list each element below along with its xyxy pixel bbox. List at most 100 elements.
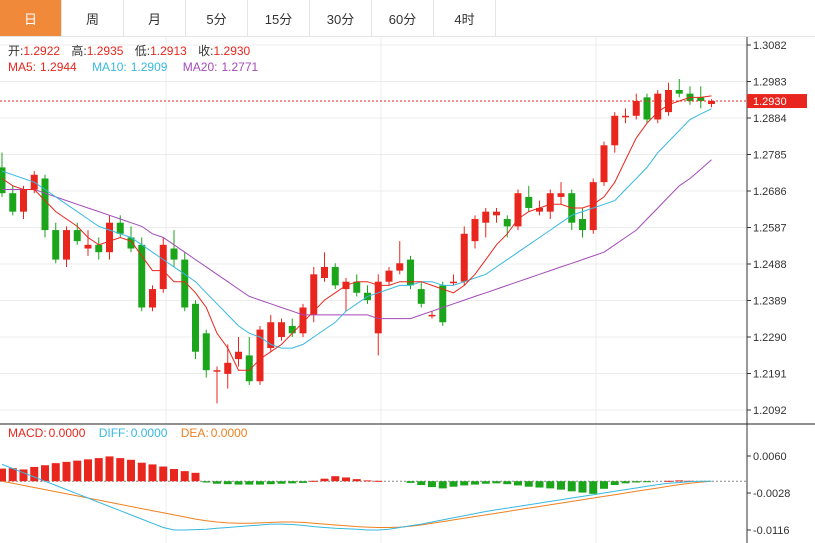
moving-average-lines bbox=[1, 95, 712, 371]
macd-bar bbox=[41, 465, 49, 482]
candle-body bbox=[428, 314, 436, 317]
ma10-value: 1.2909 bbox=[131, 60, 168, 74]
candle-body bbox=[213, 370, 221, 372]
candle-body bbox=[589, 182, 597, 231]
macd-bar bbox=[331, 476, 340, 482]
macd-bar bbox=[449, 481, 458, 487]
candle-body bbox=[697, 97, 705, 102]
svg-text:开:1.2922 高:1.2935: 开:1.2922 高:1.2935 低:1.2913 收:1.2930 bbox=[8, 43, 251, 58]
high-label: 高: bbox=[71, 43, 86, 58]
candle-body bbox=[331, 266, 339, 286]
candle-body bbox=[632, 101, 640, 116]
ma5-value: 1.2944 bbox=[40, 60, 77, 74]
candle-body bbox=[288, 325, 296, 334]
candle-body bbox=[84, 244, 92, 249]
candle-body bbox=[256, 329, 264, 382]
price-axis: 1.3082 1.2983 1.2884 1.2785 1.2686 1.2587 1.24… bbox=[746, 37, 787, 543]
ma5-label: MA5: bbox=[8, 60, 36, 74]
candle-body bbox=[52, 230, 60, 260]
macd-bar bbox=[51, 463, 60, 482]
macd-bar bbox=[621, 481, 630, 484]
price-tick-label: 1.2884 bbox=[753, 113, 787, 125]
candle-body bbox=[396, 263, 404, 271]
tab-15min[interactable]: 15分 bbox=[248, 0, 310, 36]
candle-body bbox=[159, 244, 167, 290]
macd-bar bbox=[471, 481, 479, 485]
macd-bar bbox=[62, 461, 71, 482]
price-chart[interactable]: 1.3082 1.2983 1.2884 1.2785 1.2686 1.2587 1.24… bbox=[0, 37, 815, 543]
candle-body bbox=[536, 207, 543, 212]
macd-bar bbox=[180, 471, 189, 482]
candle-body bbox=[20, 189, 27, 212]
macd-bar bbox=[417, 481, 426, 486]
candle-body bbox=[385, 270, 393, 282]
candle-body bbox=[9, 193, 17, 212]
candle-body bbox=[170, 248, 178, 260]
macd-bar bbox=[600, 481, 608, 489]
macd-bar bbox=[352, 479, 361, 482]
last-price-box bbox=[747, 94, 807, 109]
tab-month[interactable]: 月 bbox=[124, 0, 186, 36]
dea-value: 0.0000 bbox=[211, 426, 248, 440]
candle-body bbox=[450, 281, 457, 284]
ma10-line bbox=[1, 108, 712, 349]
candlestick-series bbox=[0, 78, 715, 404]
tab-4hour[interactable]: 4时 bbox=[434, 0, 496, 36]
tab-30min[interactable]: 30分 bbox=[310, 0, 372, 36]
candle-body bbox=[525, 196, 533, 208]
tab-day[interactable]: 日 bbox=[0, 0, 62, 36]
macd-bar bbox=[492, 481, 501, 484]
candle-body bbox=[460, 233, 468, 282]
candle-body bbox=[95, 244, 103, 253]
candle-body bbox=[321, 266, 328, 279]
diff-line bbox=[1, 463, 712, 531]
candle-body bbox=[299, 307, 307, 334]
macd-bar bbox=[127, 459, 135, 482]
open-value: 1.2922 bbox=[23, 44, 60, 58]
ohlc-header: 开:1.2922 高:1.2935 低:1.2913 收:1.2930 MA5:… bbox=[8, 43, 259, 74]
macd-bar bbox=[632, 481, 641, 483]
macd-bar bbox=[342, 477, 350, 482]
dea-line bbox=[1, 480, 712, 528]
candle-body bbox=[235, 351, 242, 360]
macd-bar bbox=[299, 481, 307, 483]
candle-body bbox=[116, 222, 124, 234]
tab-week[interactable]: 周 bbox=[62, 0, 124, 36]
tab-60min[interactable]: 60分 bbox=[372, 0, 434, 36]
tab-5min[interactable]: 5分 bbox=[186, 0, 248, 36]
macd-bar bbox=[546, 481, 555, 489]
macd-bar bbox=[643, 481, 651, 483]
candle-body bbox=[471, 219, 479, 242]
candle-body bbox=[611, 115, 619, 146]
candle-body bbox=[181, 259, 189, 308]
macd-tick-label: 0.0060 bbox=[753, 451, 787, 463]
macd-bar bbox=[266, 481, 275, 485]
price-tick-label: 1.2587 bbox=[753, 223, 787, 235]
candle-body bbox=[149, 289, 156, 308]
candle-body bbox=[353, 281, 361, 293]
macd-bar bbox=[0, 468, 6, 482]
macd-bar bbox=[213, 481, 221, 484]
candle-body bbox=[600, 145, 608, 183]
candle-body bbox=[224, 362, 232, 374]
macd-bar bbox=[116, 458, 125, 482]
price-tick-label: 1.2191 bbox=[753, 369, 787, 381]
candle-body bbox=[63, 230, 70, 260]
macd-bar bbox=[524, 481, 533, 487]
last-price-marker: 1.2930 bbox=[0, 94, 807, 109]
candle-body bbox=[482, 211, 490, 223]
price-tick-label: 1.2686 bbox=[753, 186, 787, 198]
ma20-line bbox=[2, 159, 712, 320]
macd-bar bbox=[191, 472, 200, 482]
last-price-label: 1.2930 bbox=[753, 96, 787, 108]
macd-bar bbox=[234, 481, 243, 485]
ma10-label: MA10: bbox=[92, 60, 127, 74]
macd-bar bbox=[256, 481, 264, 485]
macd-bar bbox=[363, 480, 372, 482]
candle-body bbox=[708, 101, 715, 104]
macd-bar bbox=[19, 469, 28, 482]
macd-bar bbox=[664, 480, 673, 482]
macd-axis: 0.0060 -0.0028 -0.0116 bbox=[747, 451, 790, 537]
candle-body bbox=[202, 333, 210, 371]
macd-bar bbox=[170, 469, 178, 482]
